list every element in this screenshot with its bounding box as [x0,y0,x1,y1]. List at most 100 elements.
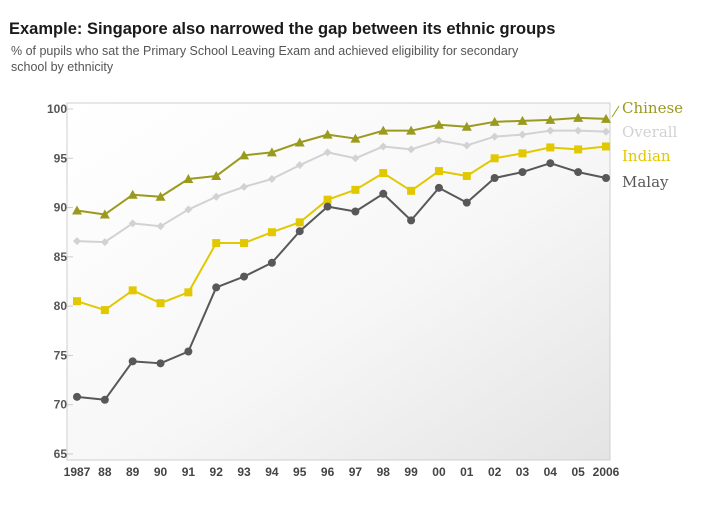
plot-area [66,102,611,461]
data-point-square [490,154,499,163]
data-point-square [351,185,360,194]
y-tick-label: 95 [54,151,68,165]
data-point-diamond [379,142,388,151]
series-line-indian [76,145,607,312]
data-point-circle [546,159,555,168]
x-tick-label: 05 [571,465,585,479]
data-point-square [156,299,165,308]
data-point-triangle [211,171,222,181]
data-point-triangle [127,189,138,199]
data-point-square [184,288,193,297]
x-tick-label: 97 [349,465,363,479]
x-tick-label: 01 [460,465,474,479]
series-overall [73,126,610,247]
data-point-diamond [574,126,583,135]
x-tick-label: 1987 [64,465,91,479]
data-point-triangle [573,112,584,122]
data-point-triangle [294,137,305,147]
data-point-diamond [351,154,360,163]
series-line-overall [76,129,607,244]
data-point-triangle [322,129,333,139]
data-point-triangle [266,147,277,157]
data-point-square [267,228,276,237]
series-layer [72,112,611,404]
legend-entry-overall: Overall [622,123,678,141]
data-point-square [462,172,471,181]
y-tick-label: 75 [54,348,68,362]
data-point-circle [295,227,304,236]
data-point-square [434,167,443,176]
data-point-circle [323,202,332,211]
data-point-circle [100,395,109,404]
data-point-circle [462,198,471,207]
data-point-diamond [490,132,499,141]
data-point-square [574,145,583,154]
data-point-square [295,218,304,227]
x-tick-label: 03 [516,465,530,479]
y-tick-label: 80 [54,299,68,313]
data-point-circle [407,216,416,225]
data-point-circle [490,174,499,182]
data-point-square [100,306,109,315]
data-point-triangle [433,119,444,129]
x-tick-label: 90 [154,465,168,479]
x-tick-label: 94 [265,465,279,479]
data-point-diamond [434,136,443,145]
data-point-diamond [546,126,555,135]
data-point-circle [379,189,388,198]
legend: Chinese Overall Indian Malay [611,99,683,191]
data-point-circle [128,357,137,366]
data-point-triangle [378,125,389,135]
data-point-circle [212,283,221,292]
data-point-diamond [602,127,610,136]
series-indian [73,142,610,315]
x-tick-label: 00 [432,465,446,479]
data-point-circle [351,207,360,216]
data-point-square [379,169,388,178]
series-line-chinese [76,116,607,216]
data-point-circle [73,392,81,401]
data-point-circle [518,168,527,177]
data-point-circle [184,347,193,356]
axes: 100 95 90 85 80 75 70 65 1987 88 89 90 91 92 93 94 95 96 9… [47,102,620,479]
y-tick-label: 70 [54,398,68,412]
data-point-triangle [99,209,110,219]
data-point-triangle [517,115,528,125]
chart-title: Example: Singapore also narrowed the gap… [9,20,556,38]
data-point-square [546,143,555,152]
data-point-triangle [406,125,417,135]
data-point-square [240,239,249,248]
data-point-square [407,186,416,195]
data-point-diamond [323,148,332,157]
data-point-diamond [100,238,109,247]
data-point-circle [240,272,249,281]
data-point-diamond [156,222,165,231]
data-point-diamond [462,141,471,150]
data-point-diamond [184,205,193,214]
data-point-circle [156,359,165,368]
data-point-diamond [128,219,137,228]
data-point-diamond [295,161,304,170]
data-point-triangle [489,116,500,126]
series-chinese [72,112,611,219]
data-point-triangle [72,205,82,215]
y-tick-label: 90 [54,201,68,215]
data-point-triangle [155,191,166,201]
data-point-triangle [183,173,194,183]
y-tick-label: 100 [47,102,67,116]
data-point-square [73,297,81,306]
data-point-triangle [461,121,472,131]
data-point-circle [602,174,610,182]
data-point-square [518,149,527,158]
x-tick-label: 99 [404,465,418,479]
data-point-circle [434,183,443,192]
data-point-square [212,239,221,248]
data-point-triangle [239,150,250,160]
x-tick-label: 95 [293,465,307,479]
legend-leader-line [611,105,620,118]
legend-entry-chinese: Chinese [622,99,683,117]
x-tick-label: 96 [321,465,335,479]
data-point-diamond [518,130,527,139]
y-tick-label: 85 [54,250,68,264]
